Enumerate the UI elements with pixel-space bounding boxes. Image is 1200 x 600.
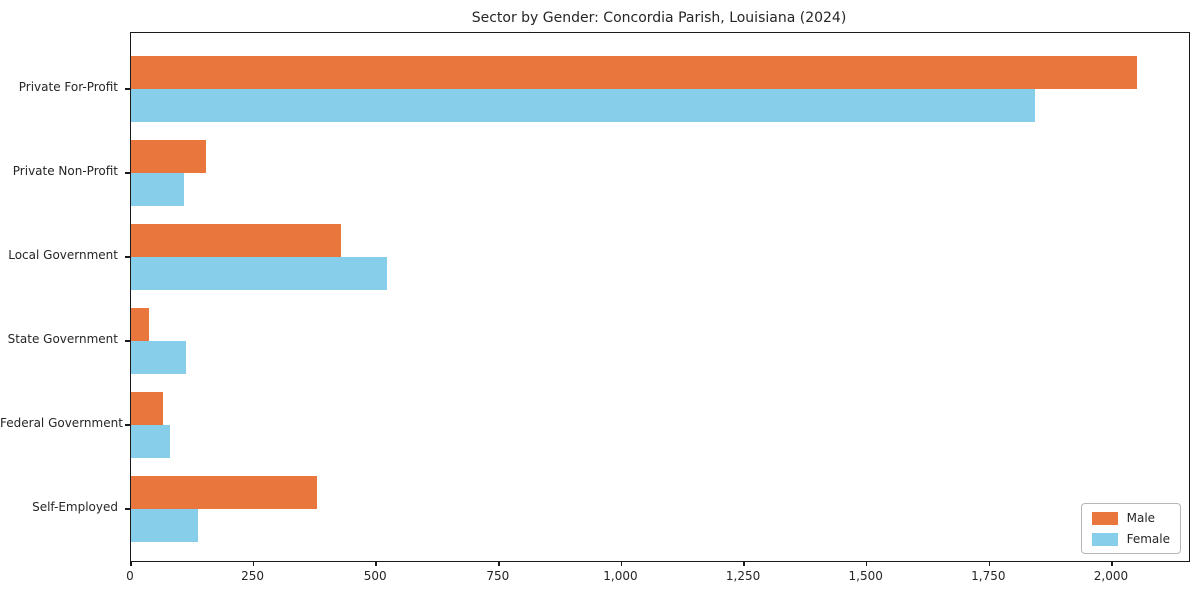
bar-female-federal-government xyxy=(131,425,170,458)
legend: Male Female xyxy=(1080,503,1181,554)
bar-female-state-government xyxy=(131,341,186,374)
legend-item-female: Female xyxy=(1091,532,1170,546)
x-tick-mark xyxy=(252,561,255,566)
chart-title: Sector by Gender: Concordia Parish, Loui… xyxy=(471,10,847,26)
x-tick-label: 0 xyxy=(126,569,134,583)
x-tick-label: 1,250 xyxy=(725,569,761,583)
bar-male-local-government xyxy=(131,224,341,257)
x-tick-label: 1,000 xyxy=(603,569,638,583)
y-tick-mark xyxy=(124,508,130,510)
legend-swatch-female xyxy=(1091,532,1118,546)
x-tick-label: 500 xyxy=(363,569,387,583)
bar-male-federal-government xyxy=(131,392,163,425)
x-tick-mark xyxy=(743,561,745,566)
y-tick-mark xyxy=(124,340,130,342)
x-tick-mark xyxy=(498,561,500,566)
y-tick-mark xyxy=(124,424,130,426)
y-axis-label-state-government: State Government xyxy=(7,332,118,346)
legend-label-male: Male xyxy=(1126,511,1156,525)
y-tick-mark xyxy=(124,172,130,174)
bar-male-state-government xyxy=(131,308,150,341)
legend-item-male: Male xyxy=(1091,511,1170,525)
bar-male-private-non-profit xyxy=(131,140,206,173)
x-tick-label: 250 xyxy=(241,569,265,583)
y-axis-label-federal-government: Federal Government xyxy=(0,416,123,430)
x-tick-mark xyxy=(865,561,868,566)
x-tick-label: 750 xyxy=(486,569,510,583)
bar-male-self-employed xyxy=(131,476,317,509)
x-tick-mark xyxy=(375,561,377,566)
y-tick-mark xyxy=(124,88,130,90)
y-axis-label-self-employed: Self-Employed xyxy=(32,500,118,514)
plot-area: Male Female xyxy=(124,32,1190,566)
x-tick-mark xyxy=(620,561,623,566)
y-axis-label-private-for-profit: Private For-Profit xyxy=(18,80,118,94)
bar-female-self-employed xyxy=(131,509,199,542)
legend-label-female: Female xyxy=(1126,532,1170,546)
x-tick-label: 1,750 xyxy=(971,569,1006,583)
bar-female-local-government xyxy=(131,257,387,290)
x-tick-mark xyxy=(1111,561,1113,566)
y-tick-mark xyxy=(124,256,130,258)
x-tick-mark xyxy=(130,561,132,566)
x-tick-label: 2,000 xyxy=(1093,569,1129,583)
x-tick-label: 1,500 xyxy=(848,569,883,583)
x-tick-mark xyxy=(988,561,991,566)
y-axis-label-private-non-profit: Private Non-Profit xyxy=(12,164,118,178)
bar-male-private-for-profit xyxy=(131,56,1137,89)
bar-female-private-for-profit xyxy=(131,89,1035,122)
y-axis-label-local-government: Local Government xyxy=(8,248,118,262)
legend-swatch-male xyxy=(1091,511,1118,525)
bar-female-private-non-profit xyxy=(131,173,184,206)
